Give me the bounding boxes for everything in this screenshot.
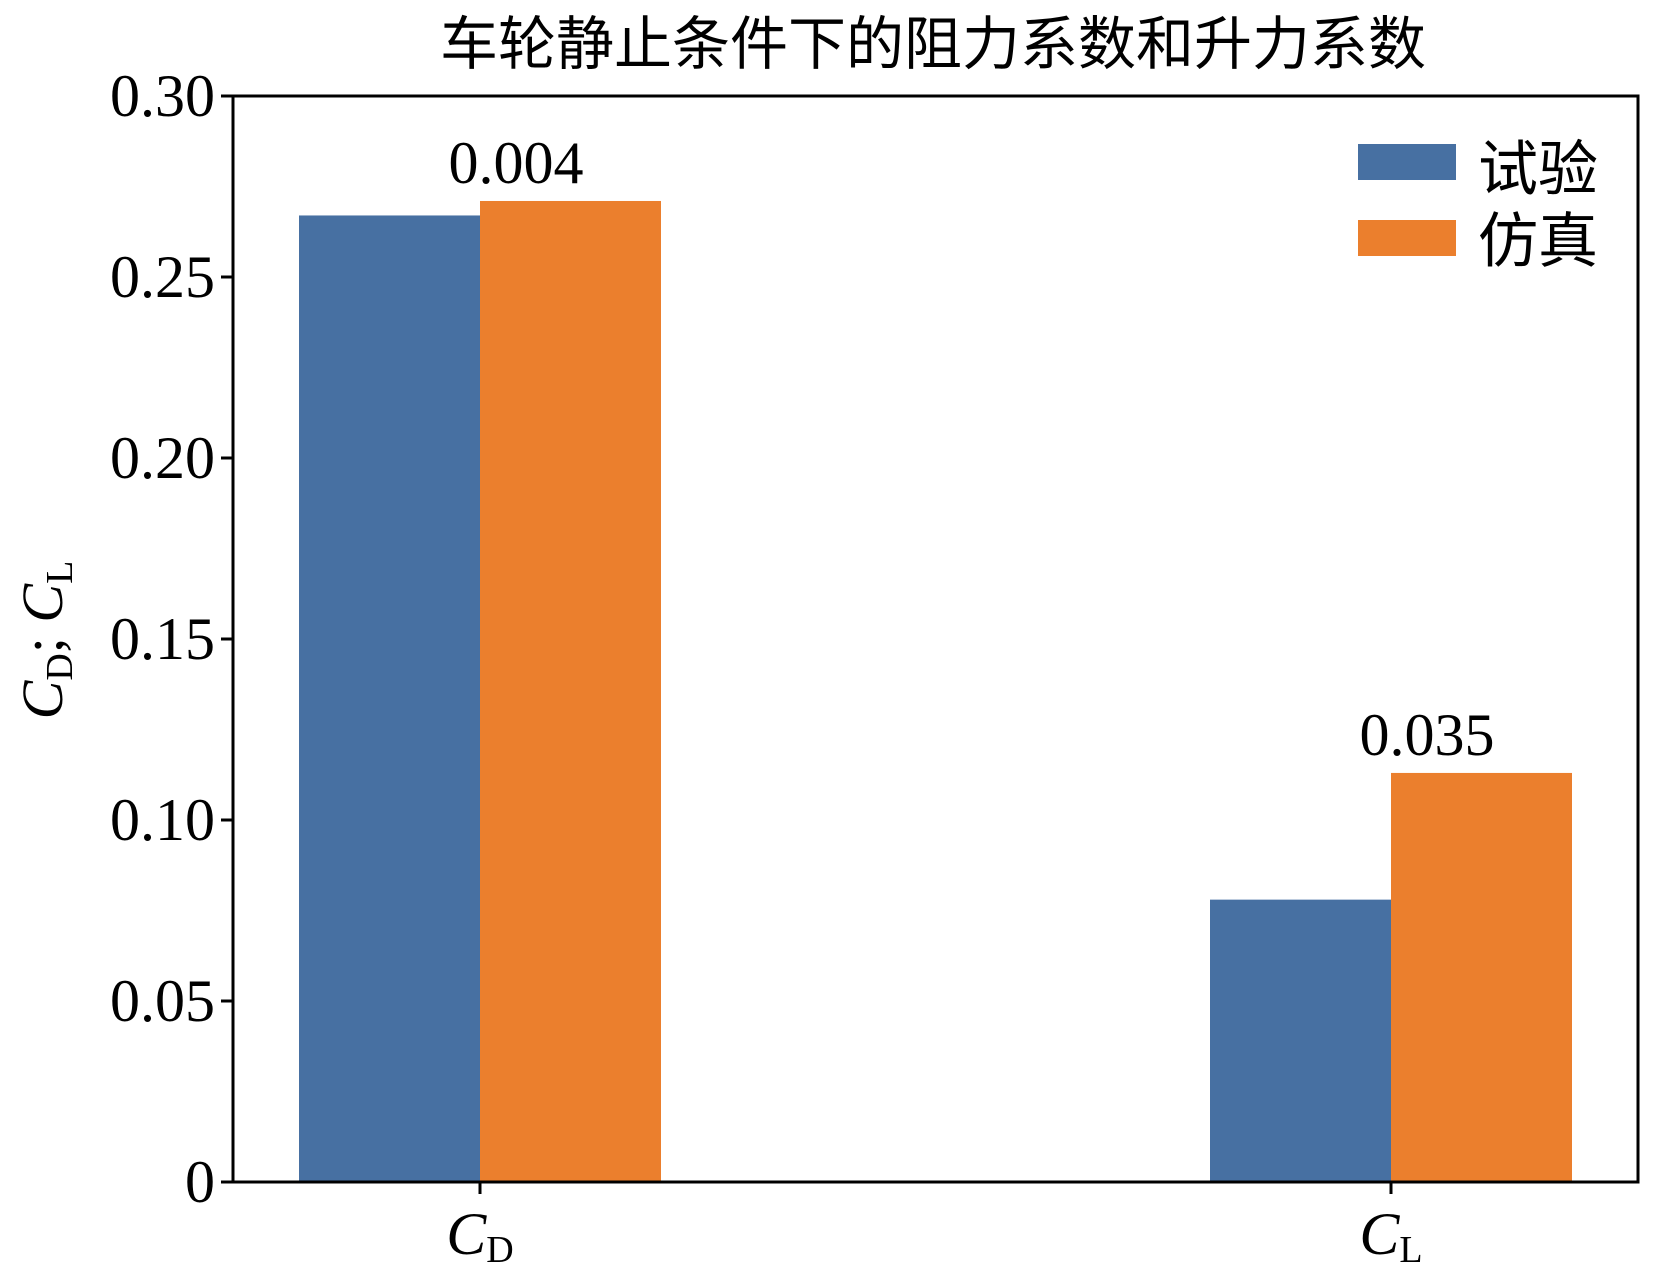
- x-tick-label: CD: [446, 1201, 513, 1271]
- y-tick-label: 0.15: [110, 606, 215, 672]
- y-axis-label: CD; CL: [10, 561, 81, 720]
- legend-label-experiment: 试验: [1478, 137, 1598, 203]
- svg-text:CD; CL: CD; CL: [10, 561, 81, 720]
- bar-simulation-0: [480, 200, 661, 1183]
- y-tick-label: 0.10: [110, 787, 215, 853]
- bar-experiment-1: [1210, 899, 1391, 1182]
- plot-frame: [231, 94, 1640, 1184]
- difference-annotation: 0.035: [1360, 702, 1495, 768]
- chart-title: 车轮静止条件下的阻力系数和升力系数: [440, 12, 1426, 77]
- y-tick-label: 0.20: [110, 425, 215, 491]
- legend-swatch-simulation: [1358, 220, 1456, 256]
- bar-experiment-0: [299, 215, 480, 1182]
- difference-annotation: 0.004: [449, 130, 584, 196]
- legend-label-simulation: 仿真: [1478, 209, 1598, 275]
- y-tick-label: 0.30: [110, 63, 215, 129]
- legend-swatch-experiment: [1358, 144, 1456, 180]
- y-tick-label: 0: [185, 1149, 215, 1215]
- y-tick-label: 0.25: [110, 244, 215, 310]
- x-tick-label: CL: [1359, 1201, 1422, 1271]
- bar-simulation-1: [1391, 772, 1572, 1182]
- y-tick-label: 0.05: [110, 968, 215, 1034]
- legend: 试验 仿真: [1358, 137, 1598, 275]
